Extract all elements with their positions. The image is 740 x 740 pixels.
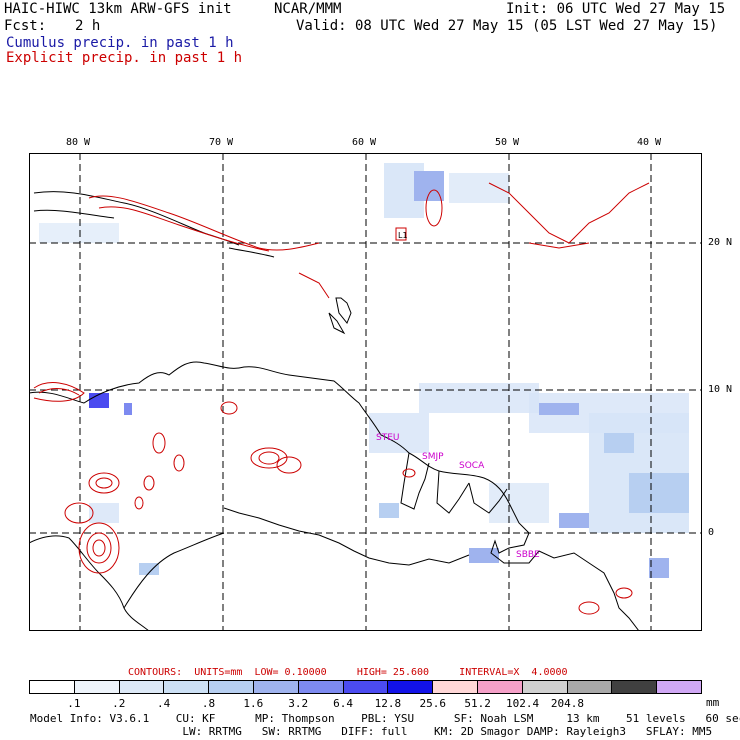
colorbar-swatch [119, 681, 165, 693]
station-l1: L1 [398, 231, 408, 240]
station-smjp: SMJP [422, 452, 444, 462]
colorbar-tick-label: .2 [112, 697, 126, 710]
colorbar-swatch [388, 681, 434, 693]
explicit-contours [33, 182, 650, 615]
colorbar-swatch [612, 681, 658, 693]
colorbar-tick-label: 102.4 [505, 697, 540, 710]
init-time: Init: 06 UTC Wed 27 May 15 [506, 1, 726, 17]
colorbar-tick-label: 51.2 [464, 697, 491, 710]
colorbar-swatch [477, 681, 523, 693]
colorbar-swatch [209, 681, 254, 693]
colorbar-swatch [164, 681, 210, 693]
model-title: HAIC-HIWC 13km ARW-GFS init [4, 1, 232, 17]
colorbar-tick-label: .1 [67, 697, 81, 710]
colorbar-swatch [30, 681, 75, 693]
lon-label-40w: 40 W [637, 137, 662, 148]
colorbar-tick-label: 12.8 [374, 697, 402, 710]
cumulus-shading [39, 163, 689, 578]
colorbar-swatch [522, 681, 568, 693]
precip-map: STEU SMJP SOCA SBBE L1 [29, 153, 702, 631]
explicit-legend: Explicit precip. in past 1 h [6, 50, 243, 66]
colorbar-tick-label: 25.6 [419, 697, 447, 710]
colorbar-tick-label: 1.6 [243, 697, 264, 710]
colorbar-swatch [343, 681, 389, 693]
fcst-label: Fcst: [4, 18, 47, 34]
fcst-value: 2 h [75, 18, 101, 34]
station-steu: STEU [376, 433, 399, 443]
lat-label-20n: 20 N [708, 237, 733, 248]
colorbar-tick-label: .8 [201, 697, 216, 710]
colorbar-swatch [657, 681, 701, 693]
station-labels: STEU SMJP SOCA SBBE [376, 433, 540, 560]
colorbar-swatch [567, 681, 613, 693]
colorbar-tick-label: 204.8 [550, 697, 584, 710]
lon-label-60w: 60 W [352, 137, 377, 148]
org-label: NCAR/MMM [274, 1, 342, 17]
valid-time: Valid: 08 UTC Wed 27 May 15 (05 LST Wed … [296, 18, 718, 34]
lat-label-10n: 10 N [708, 384, 733, 395]
colorbar-unit: mm [706, 696, 720, 709]
station-soca: SOCA [459, 461, 485, 471]
contour-units: UNITS=mm [194, 667, 243, 678]
lat-label-0: 0 [708, 527, 715, 538]
contours-label: CONTOURS: [128, 667, 183, 678]
colorbar-swatch [433, 681, 478, 693]
colorbar-swatch [74, 681, 120, 693]
colorbar-tick-label: .4 [156, 697, 171, 710]
contour-high: HIGH= 25.600 [356, 667, 430, 678]
contour-info: CONTOURS: UNITS=mm LOW= 0.10000 HIGH= 25… [128, 667, 568, 678]
model-info-line1: Model Info: V3.6.1 CU: KF MP: Thompson P… [30, 712, 740, 725]
colorbar-tick-label: 3.2 [288, 697, 309, 710]
lon-label-50w: 50 W [495, 137, 520, 148]
contour-interval: INTERVAL=X 4.0000 [459, 667, 568, 678]
colorbar-tick-label: 6.4 [333, 697, 353, 710]
colorbar-swatch [298, 681, 344, 693]
lon-label-80w: 80 W [66, 137, 91, 148]
colorbar [29, 680, 702, 694]
lon-label-70w: 70 W [209, 137, 234, 148]
station-sbbe: SBBE [516, 550, 540, 560]
contour-low: LOW= 0.10000 [254, 667, 327, 678]
lat-lon-grid [29, 153, 702, 631]
cumulus-legend: Cumulus precip. in past 1 h [6, 35, 234, 51]
colorbar-swatch [253, 681, 299, 693]
model-info-line2: LW: RRTMG SW: RRTMG DIFF: full KM: 2D Sm… [30, 725, 713, 738]
